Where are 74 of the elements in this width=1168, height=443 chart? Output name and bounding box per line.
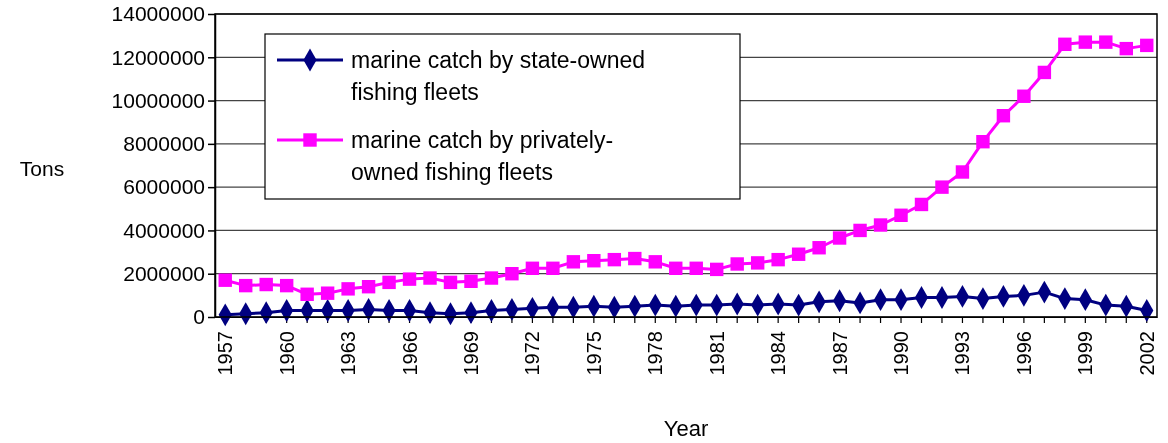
point bbox=[484, 271, 499, 285]
point bbox=[587, 254, 601, 268]
point bbox=[935, 180, 949, 194]
y-tick-label: 0 bbox=[193, 305, 205, 329]
point bbox=[218, 273, 232, 287]
point bbox=[279, 278, 294, 293]
point bbox=[812, 241, 826, 255]
y-tick-label: 6000000 bbox=[123, 175, 205, 199]
point bbox=[1058, 37, 1072, 52]
y-tick-label: 4000000 bbox=[123, 218, 205, 242]
point bbox=[628, 251, 642, 266]
point bbox=[710, 262, 724, 277]
point bbox=[914, 197, 929, 212]
point bbox=[505, 267, 519, 281]
y-tick-label: 10000000 bbox=[111, 88, 205, 112]
y-axis-title: Tons bbox=[19, 157, 65, 180]
point bbox=[300, 287, 314, 301]
point bbox=[546, 261, 560, 276]
x-tick-label: 1987 bbox=[828, 331, 851, 376]
point bbox=[894, 208, 908, 222]
point bbox=[1099, 35, 1113, 49]
point bbox=[669, 261, 683, 276]
point bbox=[402, 272, 417, 286]
x-tick-label: 1999 bbox=[1074, 331, 1097, 376]
point bbox=[853, 223, 867, 238]
point bbox=[320, 286, 335, 300]
point bbox=[423, 271, 437, 285]
x-tick-label: 1960 bbox=[275, 331, 298, 376]
point bbox=[464, 274, 478, 288]
x-tick-label: 1990 bbox=[890, 331, 913, 376]
point bbox=[730, 257, 744, 271]
x-tick-label: 1966 bbox=[398, 331, 421, 376]
x-tick-label: 1984 bbox=[767, 331, 790, 376]
point bbox=[1078, 35, 1093, 49]
point bbox=[791, 247, 806, 261]
x-tick-label: 1969 bbox=[459, 331, 482, 376]
x-tick-label: 1975 bbox=[582, 331, 605, 376]
x-axis-title: Year bbox=[663, 416, 709, 441]
point bbox=[750, 256, 765, 270]
point bbox=[239, 278, 253, 293]
x-tick-label: 1963 bbox=[337, 331, 360, 376]
point bbox=[607, 252, 622, 267]
point bbox=[955, 165, 970, 179]
point bbox=[382, 275, 396, 290]
point bbox=[1037, 65, 1052, 80]
y-tick-label: 12000000 bbox=[111, 45, 205, 69]
x-tick-label: 1978 bbox=[644, 331, 667, 376]
x-tick-label: 1993 bbox=[951, 331, 974, 376]
point bbox=[832, 231, 847, 245]
y-tick-label: 2000000 bbox=[123, 261, 205, 285]
point bbox=[1017, 89, 1031, 103]
y-tick-label: 8000000 bbox=[123, 132, 205, 156]
point bbox=[443, 275, 458, 290]
point bbox=[1140, 38, 1154, 53]
y-tick-label: 14000000 bbox=[111, 2, 205, 26]
point bbox=[648, 255, 662, 269]
x-tick-label: 1972 bbox=[521, 331, 544, 376]
point bbox=[771, 252, 785, 267]
point bbox=[361, 279, 376, 294]
point bbox=[976, 134, 990, 149]
point bbox=[1119, 41, 1133, 56]
point bbox=[996, 109, 1011, 123]
legend-label: marine catch by state-owned fishing fleets bbox=[351, 47, 646, 105]
point bbox=[341, 282, 355, 296]
legend-label: marine catch by privately-owned fishing fleets bbox=[351, 127, 614, 185]
x-tick-label: 1996 bbox=[1012, 331, 1035, 376]
point bbox=[525, 261, 540, 276]
point bbox=[259, 277, 273, 292]
x-tick-label: 1981 bbox=[705, 331, 728, 376]
x-tick-label: 1957 bbox=[214, 331, 237, 376]
x-tick-label: 2002 bbox=[1135, 331, 1158, 376]
point bbox=[689, 261, 703, 276]
point bbox=[566, 255, 581, 269]
point bbox=[873, 218, 888, 232]
